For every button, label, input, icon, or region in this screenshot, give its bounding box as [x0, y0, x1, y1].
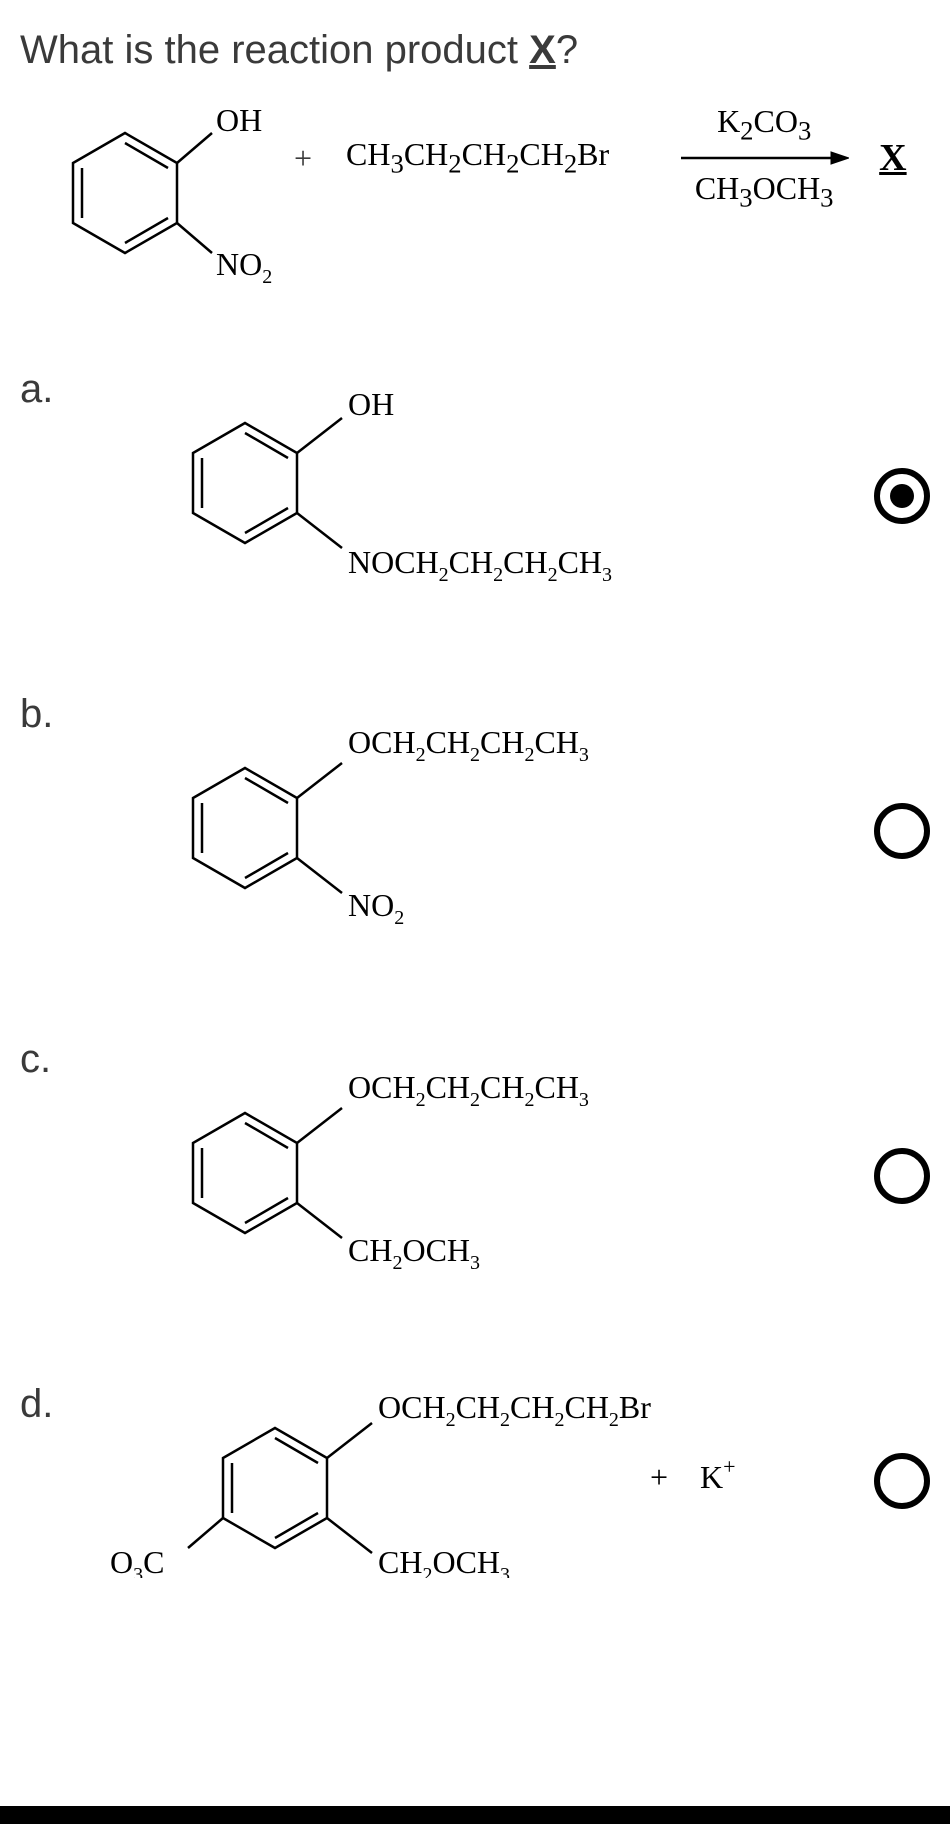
option-c-structure: OCH2CH2CH2CH3 CH2OCH3 [80, 1033, 850, 1318]
reaction-arrow: K2CO3 CH3OCH3 [679, 103, 849, 214]
option-d-top-label: OCH2CH2CH2CH2Br [378, 1389, 651, 1431]
reactant-1: OH NO2 [20, 83, 280, 283]
reactant1-bottom-label: NO [216, 246, 262, 282]
reactant-2: CH3CH2CH2CH2Br [346, 136, 609, 179]
reactant1-top-label: OH [216, 102, 262, 138]
option-letter: b. [20, 688, 80, 737]
option-d-radio[interactable] [874, 1453, 930, 1509]
option-d-structure: OCH2CH2CH2CH2Br CH2OCH3 O3C + K+ [80, 1378, 850, 1583]
bottom-bar [0, 1806, 950, 1824]
option-letter: a. [20, 363, 80, 412]
question-variable: X [529, 28, 556, 72]
arrow-bottom-label: CH3OCH3 [695, 170, 834, 213]
option-d-plus: + [650, 1459, 668, 1495]
option-b-bottom-label: NO2 [348, 887, 404, 929]
option-letter: d. [20, 1378, 80, 1427]
option-c: c. OCH2CH2CH2CH3 CH2OCH3 [20, 1033, 930, 1318]
option-d-kplus: K+ [700, 1454, 736, 1495]
option-a-bottom-label: NOCH2CH2CH2CH3 [348, 544, 612, 586]
option-c-radio[interactable] [874, 1148, 930, 1204]
svg-text:NO2: NO2 [216, 246, 272, 288]
product-x: X [879, 136, 906, 180]
option-a-structure: OH NOCH2CH2CH2CH3 [80, 363, 850, 628]
option-c-top-label: OCH2CH2CH2CH3 [348, 1069, 589, 1111]
question-suffix: ? [556, 28, 578, 72]
option-b-structure: OCH2CH2CH2CH3 NO2 [80, 688, 850, 973]
arrow-icon [679, 146, 849, 170]
option-b: b. OCH2CH2CH2CH3 NO2 [20, 688, 930, 973]
option-d-left-label: O3C [110, 1544, 164, 1578]
option-a-top-label: OH [348, 386, 394, 422]
option-b-radio[interactable] [874, 803, 930, 859]
option-a-radio[interactable] [874, 468, 930, 524]
option-letter: c. [20, 1033, 80, 1082]
arrow-top-label: K2CO3 [717, 103, 811, 146]
option-c-bottom-label: CH2OCH3 [348, 1232, 480, 1274]
option-d: d. OCH2CH2CH2CH2Br CH2OCH3 O3C + K+ [20, 1378, 930, 1583]
option-b-top-label: OCH2CH2CH2CH3 [348, 724, 589, 766]
question-prefix: What is the reaction product [20, 28, 529, 72]
reaction-row: OH NO2 + CH3CH2CH2CH2Br K2CO3 CH3OCH3 X [20, 83, 930, 283]
question-text: What is the reaction product X? [20, 28, 930, 73]
reactant1-bottom-sub: 2 [262, 266, 272, 288]
option-a: a. OH NOCH2CH2CH2CH3 [20, 363, 930, 628]
option-d-bottom-label: CH2OCH3 [378, 1544, 510, 1578]
